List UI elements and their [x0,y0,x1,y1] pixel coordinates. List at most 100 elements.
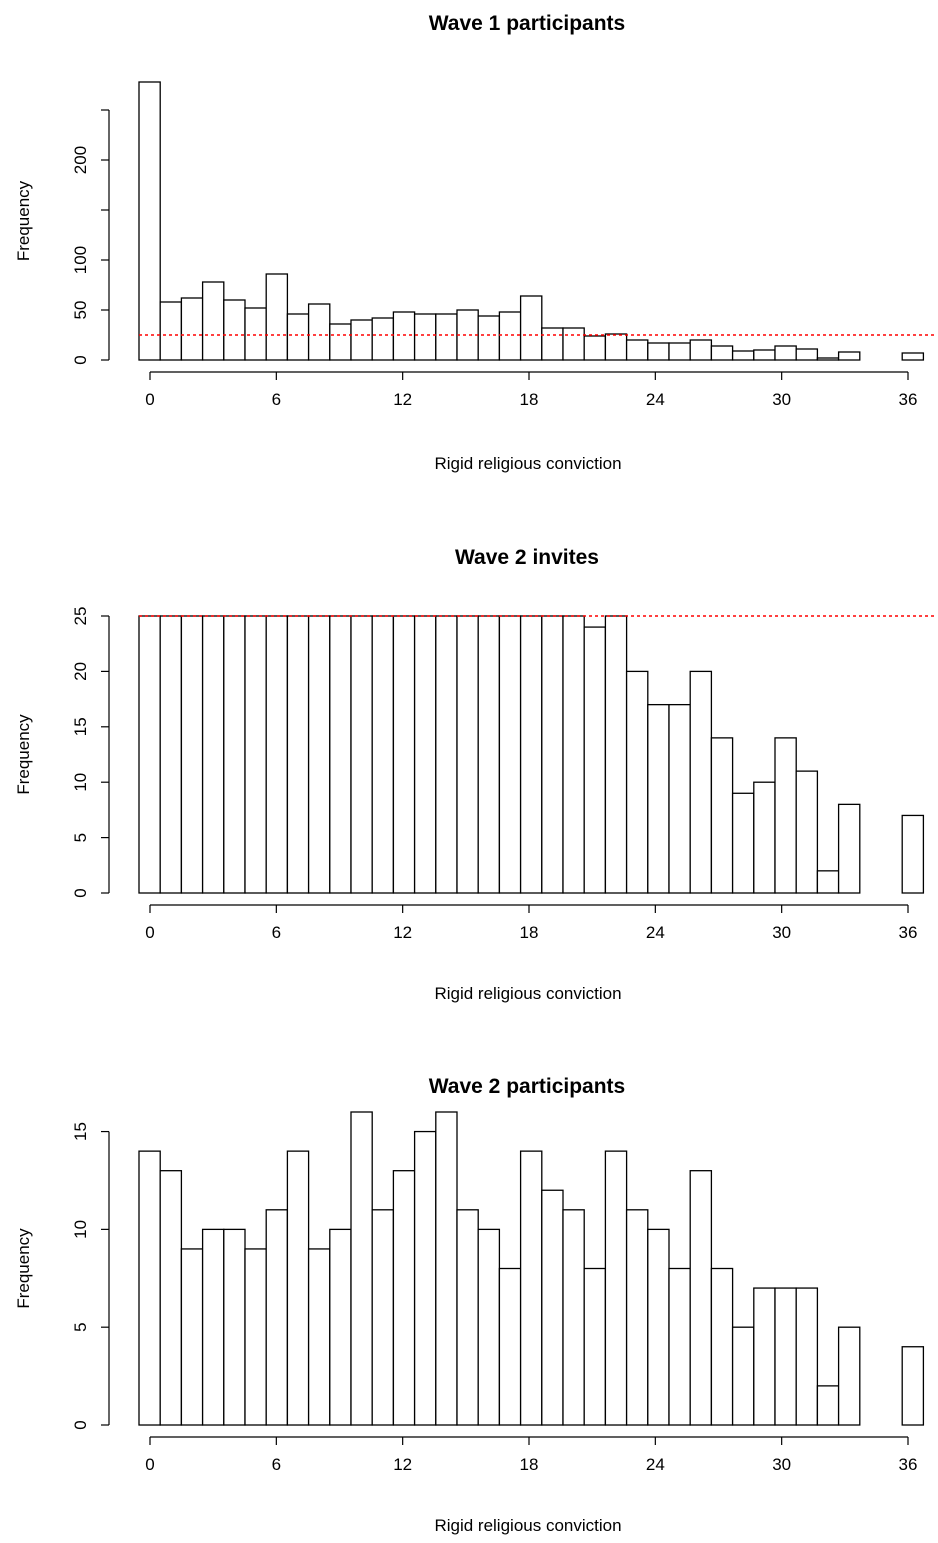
histogram-bar [541,615,564,894]
histogram-bar [286,313,310,361]
x-tick-label: 18 [520,390,539,409]
histogram-bar [647,703,670,894]
histogram-bar [901,814,925,894]
x-tick-label: 36 [899,923,918,942]
histogram-bar [837,1326,861,1426]
histogram-bar [731,350,755,361]
histogram-bar [816,357,840,361]
x-tick-label: 6 [272,390,281,409]
histogram-bar [159,301,183,361]
histogram-bar [837,351,861,361]
histogram-bar [456,615,479,894]
histogram-bar [329,615,352,894]
histogram-bar [519,1150,543,1426]
histogram-bar [244,1248,267,1426]
histogram-bar [201,1228,225,1426]
histogram-bar [223,1228,246,1426]
histogram-bar [307,303,331,361]
histogram-bar [498,1267,522,1426]
chart-panel-2: Wave 2 invites 0 5 10 15 20 25 Frequency 0 6 12 18 2… [14,546,936,1003]
x-tick-label: 30 [772,390,791,409]
histogram-bar [901,1346,925,1426]
histogram-bar [435,313,458,361]
histogram-bar [647,1228,670,1426]
histogram-bar [350,319,373,361]
x-tick-label: 24 [646,1455,665,1474]
histogram-bar [668,1267,691,1426]
y-axis-label: Frequency [14,180,33,261]
y-tick-label: 15 [71,717,90,736]
x-axis-label: Rigid religious conviction [434,454,621,473]
x-tick-label: 30 [772,1455,791,1474]
histogram-bar [329,323,352,361]
histogram-bar [180,297,204,361]
histogram-bar [350,615,373,894]
histogram-bar [286,1150,310,1426]
x-tick-label: 6 [272,1455,281,1474]
histogram-bar [392,615,416,894]
x-tick-label: 24 [646,390,665,409]
histogram-bar [731,792,755,894]
histogram-bar [647,342,670,361]
histogram-bar [265,1209,289,1426]
histogram-bar [753,1287,776,1426]
histogram-bar [159,1170,183,1426]
histogram-bar [519,615,543,894]
histogram-bar [625,339,649,361]
histogram-bar [816,870,840,894]
x-tick-label: 30 [772,923,791,942]
histogram-bar [795,770,819,894]
histogram-bar [201,615,225,894]
y-tick-label: 5 [71,833,90,842]
histogram-bar [710,345,734,361]
histogram-bar [138,615,161,894]
x-tick-label: 18 [520,923,539,942]
histogram-bar [350,1111,373,1426]
chart-panel-3: Wave 2 participants 0 5 10 15 Frequency 0 6 12 18… [14,1075,925,1535]
y-tick-label: 200 [71,146,90,174]
histogram-bar [265,273,289,361]
histogram-bar [753,349,776,361]
x-tick-label: 12 [393,923,412,942]
histogram-bar [625,1209,649,1426]
histogram-bar [477,1228,501,1426]
y-tick-label: 5 [71,1322,90,1331]
histogram-bar [583,626,607,894]
histogram-bar [180,615,204,894]
histogram-bar [625,670,649,894]
y-tick-label: 15 [71,1122,90,1141]
histogram-bar [371,1209,395,1426]
y-tick-label: 20 [71,662,90,681]
y-tick-label: 0 [71,355,90,364]
histogram-bar [307,615,331,894]
x-tick-label: 18 [520,1455,539,1474]
chart-title: Wave 2 invites [455,546,599,569]
chart-panel-1: Wave 1 participants 0 50 100 200 Frequency 0 6 1… [14,12,936,473]
histogram-bar [498,615,522,894]
histogram-bar [498,311,522,361]
histogram-bar [307,1248,331,1426]
histogram-bar [541,327,564,361]
histogram-bar [477,315,501,361]
histogram-bar [244,615,267,894]
histogram-bar [668,342,691,361]
histogram-bar [244,307,267,361]
histogram-bar [329,1228,352,1426]
histogram-bar [371,615,395,894]
histogram-bar [413,313,437,361]
x-tick-label: 6 [272,923,281,942]
histogram-bar [753,781,776,894]
y-axis-label: Frequency [14,1228,33,1309]
x-tick-label: 0 [145,1455,154,1474]
histogram-bar [519,295,543,361]
histogram-bar [562,615,585,894]
histogram-bar [583,1267,607,1426]
y-tick-label: 50 [71,301,90,320]
histogram-bar [286,615,310,894]
histogram-bar [562,327,585,361]
histogram-bar [138,81,161,361]
histogram-bar [413,1130,437,1426]
histogram-bar [774,737,797,894]
x-axis-label: Rigid religious conviction [434,984,621,1003]
